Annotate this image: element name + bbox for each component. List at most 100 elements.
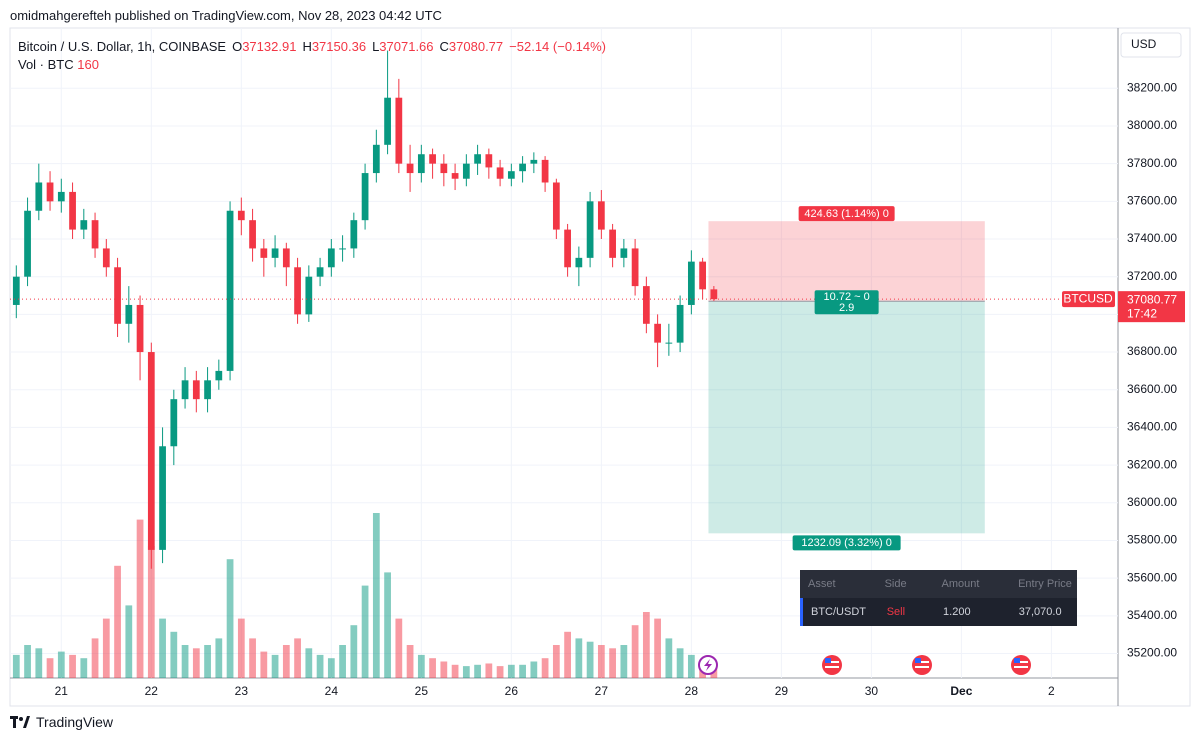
- candle-body: [327, 248, 335, 268]
- candle-body: [372, 144, 380, 174]
- candle-body: [46, 182, 54, 202]
- candle-body: [271, 248, 279, 258]
- volume-bar: [271, 654, 279, 678]
- volume-bar: [316, 654, 324, 678]
- volume-bar: [485, 663, 493, 678]
- volume-bar: [519, 664, 526, 678]
- legend-value: 37071.66: [379, 39, 434, 54]
- y-tick-label: 37600.00: [1127, 194, 1177, 208]
- candle-body: [136, 304, 144, 353]
- volume-bar: [530, 661, 538, 678]
- stop-label: 424.63 (1.14%) 0: [804, 208, 888, 220]
- volume-bar: [665, 638, 673, 678]
- candle-body: [507, 171, 515, 179]
- volume-bar: [339, 645, 346, 678]
- legend-value: 37150.36: [311, 39, 367, 54]
- currency-box[interactable]: [1120, 32, 1182, 58]
- logo: [10, 716, 30, 728]
- candle-body: [57, 191, 65, 202]
- candle-body: [80, 220, 88, 230]
- event-icon[interactable]: [912, 655, 932, 675]
- volume-bar: [305, 648, 313, 678]
- volume-bar: [541, 658, 549, 678]
- candle-body: [665, 342, 673, 344]
- ticker-box: [1062, 291, 1115, 308]
- y-tick-label: 36600.00: [1127, 382, 1177, 396]
- candle-body: [215, 370, 223, 381]
- candle-body: [159, 446, 166, 550]
- x-tick-label: 22: [145, 684, 159, 698]
- volume-bar: [249, 638, 256, 678]
- legend-key: H: [302, 39, 312, 54]
- symbol: Bitcoin / U.S. Dollar, 1h, COINBASE: [18, 39, 227, 54]
- candle-body: [631, 248, 639, 287]
- candle-body: [91, 220, 99, 249]
- candle-body: [350, 220, 358, 249]
- cell: Sell: [886, 606, 906, 618]
- label-layer: 35200.00 35400.00 35600.00 35800.00 36000.00…: [55, 80, 1185, 698]
- candle-body: [361, 173, 369, 221]
- candle-body: [114, 267, 121, 324]
- volume-bar: [496, 666, 504, 678]
- event-icon[interactable]: [1011, 655, 1031, 675]
- candle-body: [260, 248, 268, 258]
- candle-body: [192, 380, 200, 400]
- candle-body: [69, 191, 76, 230]
- volume-bar: [91, 638, 99, 678]
- candle-body: [676, 304, 684, 343]
- candle-body: [462, 163, 470, 179]
- table-header: Asset Side Amount Entry Price: [800, 570, 1077, 598]
- center-label-box: [814, 290, 879, 315]
- y-tick-label: 35400.00: [1127, 608, 1177, 622]
- volume-bar: [609, 648, 616, 678]
- volume-bar: [361, 585, 369, 678]
- candle-body: [294, 267, 301, 315]
- stop-label-box: [798, 206, 895, 222]
- volume-bar: [429, 658, 436, 678]
- candle-body: [35, 182, 43, 211]
- volume-bar: [676, 648, 684, 678]
- volume-bar: [57, 651, 65, 678]
- lightning: [704, 659, 712, 671]
- y-tick-label: 35600.00: [1127, 570, 1177, 584]
- y-tick-label: 37400.00: [1127, 231, 1177, 245]
- candle-body: [440, 163, 448, 174]
- cell: 37,070.0: [1018, 606, 1062, 618]
- candle-body: [147, 352, 155, 550]
- candle-body: [597, 201, 605, 230]
- volume-bar: [384, 572, 391, 678]
- col-header: Side: [884, 578, 907, 590]
- event-icon[interactable]: [822, 655, 842, 675]
- table-row[interactable]: BTC/USDT Sell 1.200 37,070.0: [800, 598, 1077, 626]
- volume-bar: [406, 645, 414, 678]
- cell: 1.200: [943, 606, 971, 618]
- candle-body: [654, 323, 661, 343]
- candle-body: [102, 248, 110, 268]
- volume-bar: [451, 664, 459, 678]
- volume-bar: [215, 638, 223, 678]
- volume-bar: [631, 625, 639, 678]
- positions-table: Asset Side Amount Entry Price BTC/USDT S…: [800, 570, 1077, 626]
- brand: TradingView: [36, 714, 114, 730]
- cell: BTC/USDT: [811, 606, 866, 618]
- volume-bar: [136, 519, 144, 678]
- y-tick-label: 36400.00: [1127, 420, 1177, 434]
- volume-bar: [170, 631, 178, 678]
- volume-bar: [350, 625, 358, 678]
- stop-zone: [708, 221, 985, 302]
- col-header: Amount: [941, 578, 980, 590]
- x-tick-label: 21: [55, 684, 69, 698]
- candle-body: [687, 261, 695, 305]
- volume-bar: [282, 645, 290, 678]
- candle-body: [226, 210, 234, 371]
- volume-bar: [474, 664, 481, 678]
- volume-bar: [69, 654, 76, 678]
- volume-bar: [294, 638, 301, 678]
- candle-body: [170, 399, 178, 447]
- currency: USD: [1131, 37, 1157, 51]
- candle-body: [181, 380, 189, 400]
- candle-body: [249, 220, 256, 249]
- legend-value: 37080.77: [448, 39, 504, 54]
- y-tick-label: 36800.00: [1127, 344, 1177, 358]
